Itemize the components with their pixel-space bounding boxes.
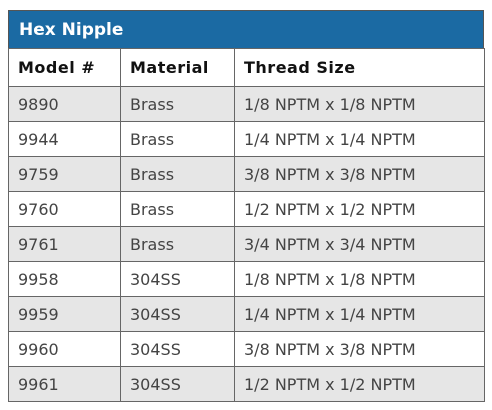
table-row: 9890 Brass 1/8 NPTM x 1/8 NPTM — [8, 86, 485, 122]
table-cell: 9760 — [8, 191, 121, 227]
table-cell: Brass — [120, 121, 235, 157]
table-cell: 9761 — [8, 226, 121, 262]
table-cell: Brass — [120, 226, 235, 262]
column-header: Thread Size — [234, 48, 485, 87]
table-row: 9760 Brass 1/2 NPTM x 1/2 NPTM — [8, 191, 485, 227]
table-row: 9761 Brass 3/4 NPTM x 3/4 NPTM — [8, 226, 485, 262]
table-cell: 9944 — [8, 121, 121, 157]
table-row: 9958 304SS 1/8 NPTM x 1/8 NPTM — [8, 261, 485, 297]
column-header: Material — [120, 48, 235, 87]
table-cell: 304SS — [120, 331, 235, 367]
table-cell: 9958 — [8, 261, 121, 297]
table-cell: 304SS — [120, 296, 235, 332]
table-cell: Brass — [120, 191, 235, 227]
table-row: 9960 304SS 3/8 NPTM x 3/8 NPTM — [8, 331, 485, 367]
table-cell: 304SS — [120, 261, 235, 297]
table-cell: 9959 — [8, 296, 121, 332]
table-cell: 1/2 NPTM x 1/2 NPTM — [234, 366, 485, 402]
table-row: 9759 Brass 3/8 NPTM x 3/8 NPTM — [8, 156, 485, 192]
table-cell: 304SS — [120, 366, 235, 402]
table-cell: 1/8 NPTM x 1/8 NPTM — [234, 86, 485, 122]
table-row: 9961 304SS 1/2 NPTM x 1/2 NPTM — [8, 366, 485, 402]
table-title: Hex Nipple — [8, 10, 484, 48]
table-body: 9890 Brass 1/8 NPTM x 1/8 NPTM 9944 Brass 1/4… — [8, 86, 485, 402]
header-row: Model # Material Thread Size — [8, 48, 485, 87]
table-cell: 1/8 NPTM x 1/8 NPTM — [234, 261, 485, 297]
table-cell: 1/4 NPTM x 1/4 NPTM — [234, 296, 485, 332]
table-row: 9944 Brass 1/4 NPTM x 1/4 NPTM — [8, 121, 485, 157]
table-cell: 1/4 NPTM x 1/4 NPTM — [234, 121, 485, 157]
table-card: Hex Nipple Model # Material Thread Size 98… — [8, 10, 485, 402]
table-cell: 3/8 NPTM x 3/8 NPTM — [234, 156, 485, 192]
table-cell: 3/8 NPTM x 3/8 NPTM — [234, 331, 485, 367]
table-cell: Brass — [120, 156, 235, 192]
table-row: 9959 304SS 1/4 NPTM x 1/4 NPTM — [8, 296, 485, 332]
table-cell: 9960 — [8, 331, 121, 367]
table-cell: 9961 — [8, 366, 121, 402]
table-cell: 9759 — [8, 156, 121, 192]
table-cell: 1/2 NPTM x 1/2 NPTM — [234, 191, 485, 227]
table-cell: Brass — [120, 86, 235, 122]
table-cell: 9890 — [8, 86, 121, 122]
table: Model # Material Thread Size 9890 Brass 1/8 … — [8, 48, 485, 402]
table-cell: 3/4 NPTM x 3/4 NPTM — [234, 226, 485, 262]
column-header: Model # — [8, 48, 121, 87]
